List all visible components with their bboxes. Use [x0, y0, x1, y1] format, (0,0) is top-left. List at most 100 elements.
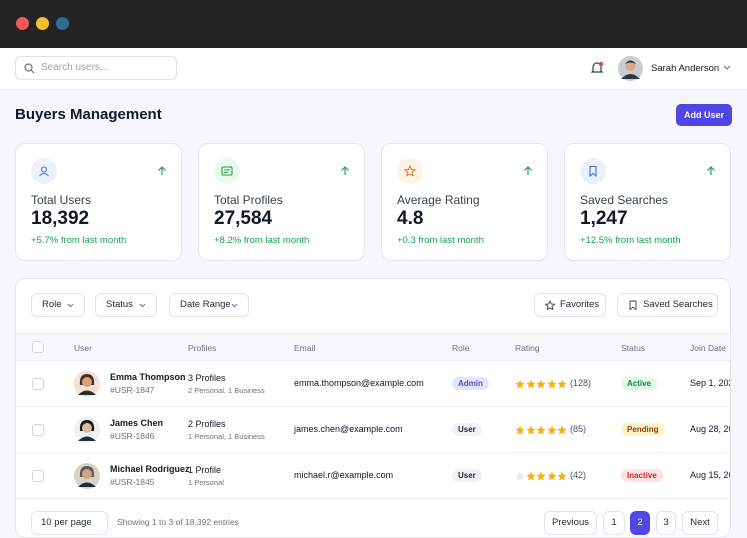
stat-value: 27,584 — [214, 208, 273, 229]
stat-change: +12.5% from last month — [580, 235, 681, 246]
stat-label: Total Users — [31, 193, 92, 207]
rating-star — [525, 425, 536, 435]
stat-card: Saved Searches 1,247 +12.5% from last mont… — [564, 143, 731, 261]
table-row — [16, 453, 730, 499]
review-count: (42) — [570, 470, 587, 480]
rating-star — [546, 379, 557, 389]
rating-star — [557, 425, 567, 435]
status-badge: Inactive — [621, 469, 663, 482]
page-title: Buyers Management — [15, 106, 162, 123]
rating-star — [557, 379, 567, 389]
rating-star — [546, 471, 557, 481]
table-row — [16, 361, 730, 407]
status-badge: Pending — [621, 423, 665, 436]
profile-count: 3 Profiles — [188, 373, 226, 383]
join-date: Sep 1, 202 — [690, 378, 731, 388]
pagination-button[interactable]: 3 — [656, 511, 676, 535]
rating-star — [515, 379, 525, 389]
select-all-checkbox[interactable] — [32, 341, 44, 353]
table-row — [16, 407, 730, 453]
user-name: Michael Rodriguez — [110, 464, 190, 474]
stat-card: Average Rating 4.8 +0.3 from last month — [381, 143, 548, 261]
user-name[interactable]: Sarah Anderson — [651, 63, 720, 74]
action-icon — [629, 300, 637, 310]
chevron — [67, 303, 74, 308]
stat-icon-glyph — [404, 165, 416, 177]
maximize-dot[interactable] — [56, 17, 69, 30]
stat-change: +8.2% from last month — [214, 235, 310, 246]
role-badge: User — [452, 469, 482, 482]
window-titlebar — [0, 0, 747, 48]
user-name: James Chen — [110, 418, 164, 428]
profile-detail: 2 Personal, 1 Business — [188, 386, 265, 395]
stat-card: Total Users 18,392 +5.7% from last month — [15, 143, 182, 261]
filter-label: Date Range — [180, 299, 231, 310]
action-label: Favorites — [560, 299, 600, 310]
trend-arrow — [707, 166, 715, 175]
trend-arrow — [341, 166, 349, 175]
filter-label: Role — [42, 299, 62, 310]
users-table-card: Role Status Date Range Favorites Saved Searc… — [15, 278, 731, 538]
stat-icon-glyph — [221, 166, 233, 176]
add-user-button[interactable]: Add User — [676, 104, 732, 126]
search-input[interactable]: Search users... — [15, 56, 177, 80]
stat-card: Total Profiles 27,584 +8.2% from last mont… — [198, 143, 365, 261]
pagination-button[interactable]: Previous — [544, 511, 597, 535]
profile-detail: 1 Personal — [188, 478, 224, 487]
user-avatar[interactable] — [618, 56, 643, 81]
per-page-select[interactable]: 10 per page — [31, 511, 108, 535]
column-header: Join Date — [690, 343, 726, 353]
user-avatar — [74, 371, 100, 397]
stat-value: 4.8 — [397, 208, 424, 229]
row-checkbox[interactable] — [32, 470, 44, 482]
search-icon — [24, 63, 35, 74]
column-header: Rating — [515, 343, 540, 353]
profile-count: 1 Profile — [188, 465, 222, 475]
stat-icon — [580, 158, 606, 184]
column-header: Role — [452, 343, 470, 353]
rating-star — [536, 425, 546, 435]
review-count: (128) — [570, 378, 592, 388]
per-page-label: 10 per page — [41, 517, 92, 528]
stat-value: 18,392 — [31, 208, 90, 229]
minimize-dot[interactable] — [36, 17, 49, 30]
filter-dropdown[interactable]: Date Range — [169, 293, 249, 317]
chevron[interactable] — [723, 65, 731, 71]
stat-label: Saved Searches — [580, 193, 669, 207]
column-header: Email — [294, 343, 316, 353]
rating-star — [557, 471, 567, 481]
column-header: Profiles — [188, 343, 217, 353]
action-button[interactable]: Favorites — [534, 293, 606, 317]
table-header — [16, 333, 730, 361]
stat-label: Total Profiles — [214, 193, 283, 207]
row-checkbox[interactable] — [32, 378, 44, 390]
join-date: Aug 28, 20 — [690, 424, 731, 434]
rating-star — [525, 471, 536, 481]
pagination-button[interactable]: Next — [682, 511, 718, 535]
stat-change: +5.7% from last month — [31, 235, 127, 246]
profile-count: 2 Profiles — [188, 419, 226, 429]
user-avatar — [74, 463, 100, 489]
rating-star — [536, 471, 546, 481]
rating-star — [515, 425, 525, 435]
chevron — [139, 303, 146, 308]
user-id: #USR-1847 — [110, 385, 155, 395]
review-count: (85) — [570, 424, 587, 434]
rating-star — [536, 379, 546, 389]
trend-arrow — [158, 166, 166, 175]
pagination-button[interactable]: 1 — [603, 511, 625, 535]
action-button[interactable]: Saved Searches — [617, 293, 718, 317]
notification-bell[interactable] — [590, 61, 604, 76]
filter-dropdown[interactable]: Role — [31, 293, 85, 317]
user-name: Emma Thompson — [110, 372, 186, 382]
column-header: User — [74, 343, 92, 353]
close-dot[interactable] — [16, 17, 29, 30]
rating-star — [525, 379, 536, 389]
pagination-button[interactable]: 2 — [630, 511, 650, 535]
user-id: #USR-1845 — [110, 477, 155, 487]
user-avatar — [74, 417, 100, 443]
row-checkbox[interactable] — [32, 424, 44, 436]
filter-dropdown[interactable]: Status — [95, 293, 157, 317]
stat-icon — [31, 158, 57, 184]
